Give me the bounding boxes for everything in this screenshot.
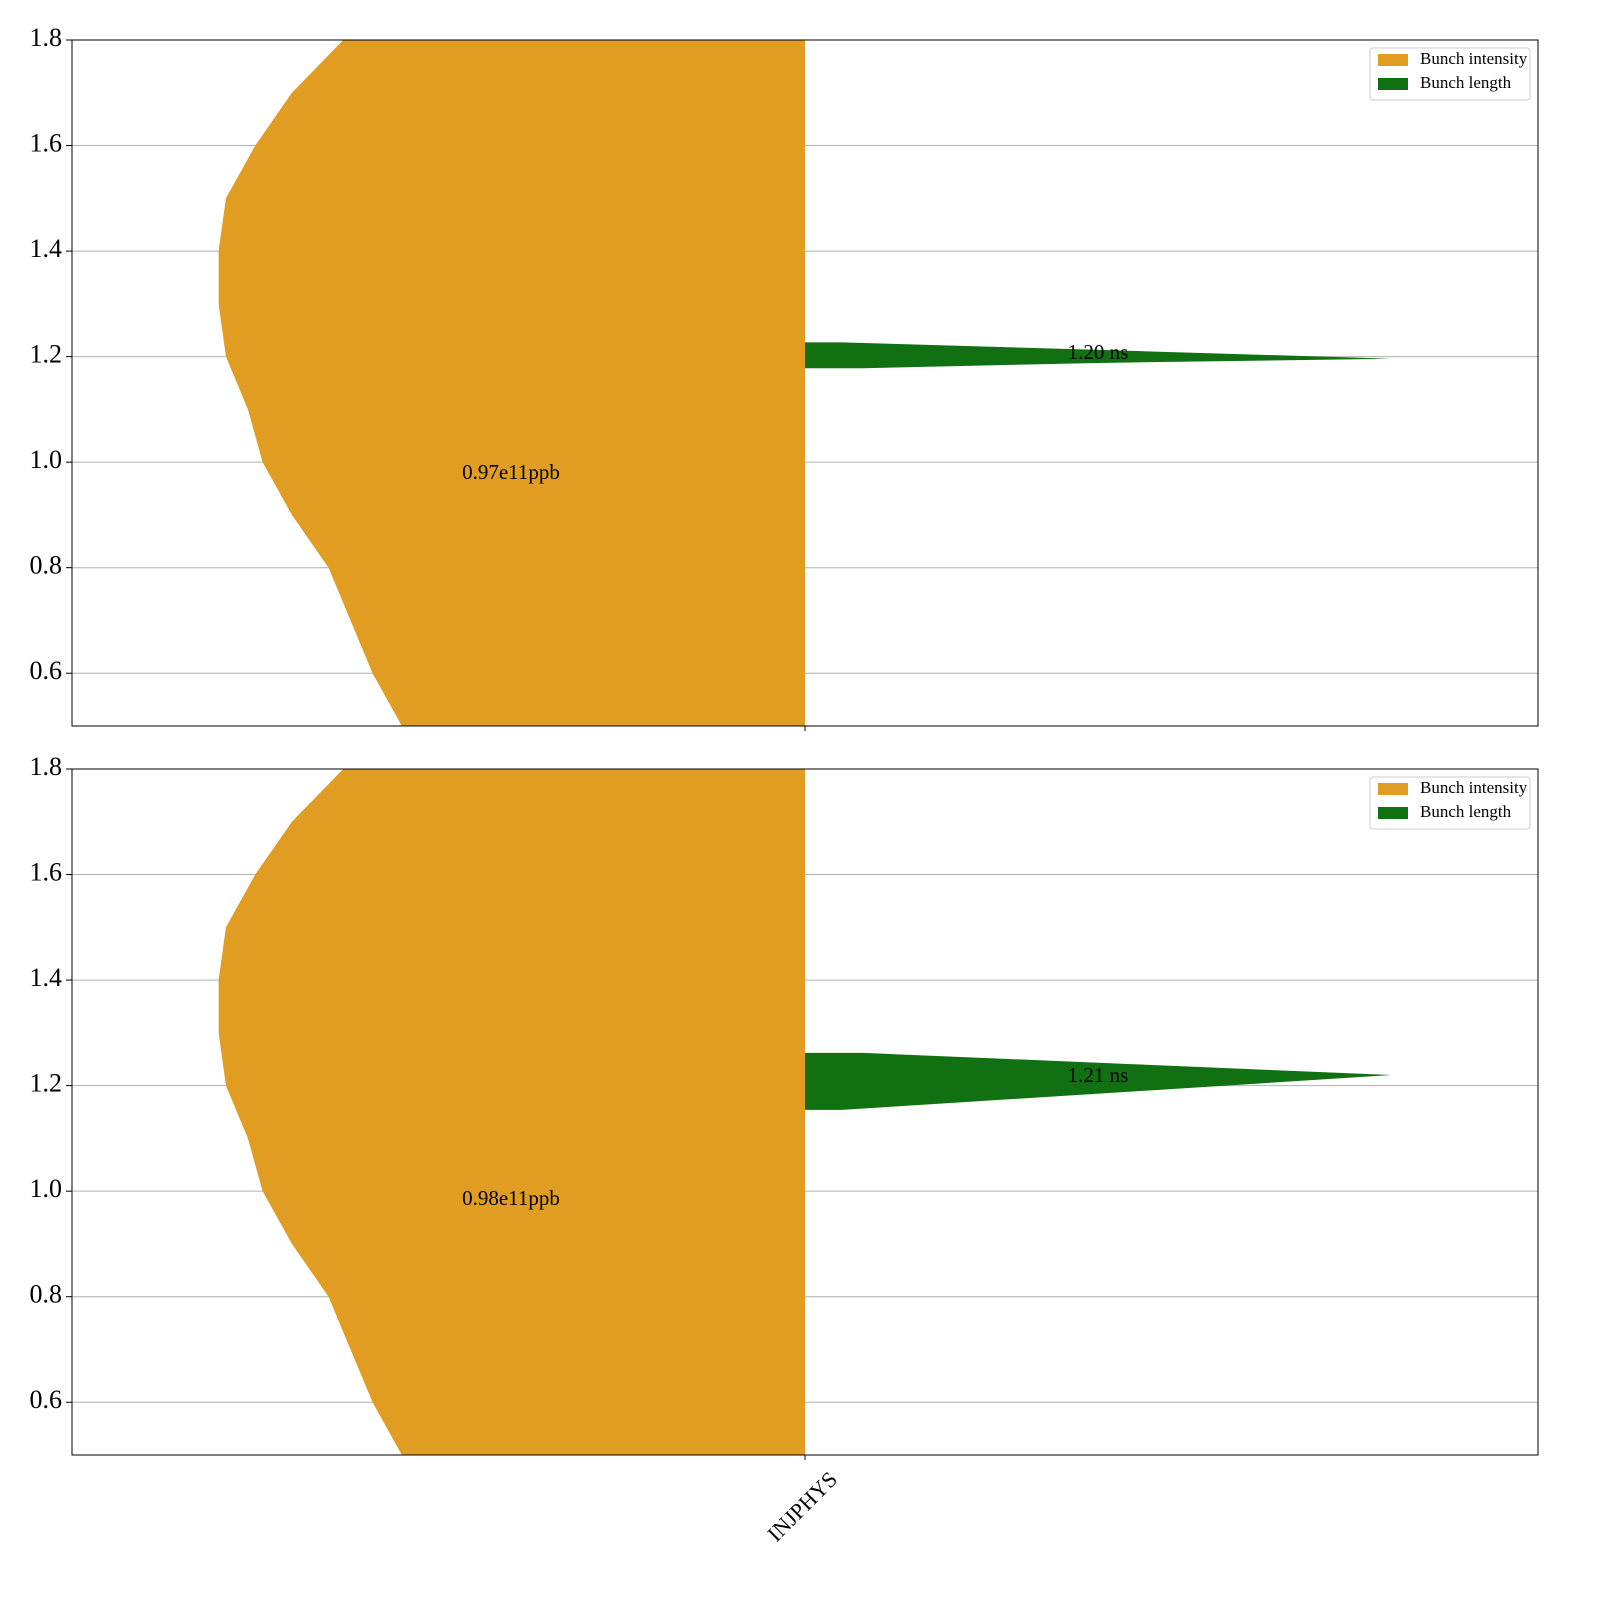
y-tick-label: 1.6 bbox=[30, 858, 63, 887]
legend-label: Bunch length bbox=[1420, 73, 1512, 92]
y-tick-label: 1.8 bbox=[30, 23, 63, 52]
legend-box bbox=[1369, 776, 1531, 830]
violin-half bbox=[805, 342, 1392, 369]
panel: 0.6 0.8 1.0 1.2 1.4 1.6 1.8 INJPHYS 0.98e11ppb 1.… bbox=[30, 752, 1539, 1546]
y-tick-label: 1.2 bbox=[30, 340, 63, 369]
legend-swatch bbox=[1378, 78, 1408, 90]
y-tick-label: 1.8 bbox=[30, 752, 63, 781]
y-tick-label: 1.4 bbox=[30, 963, 63, 992]
annotation: 1.20 ns bbox=[1068, 340, 1129, 364]
legend-swatch bbox=[1378, 807, 1408, 819]
violin-half bbox=[218, 769, 806, 1455]
y-tick-label: 1.2 bbox=[30, 1069, 63, 1098]
y-tick-label: 1.4 bbox=[30, 234, 63, 263]
legend-label: Bunch intensity bbox=[1420, 49, 1528, 68]
legend-label: Bunch length bbox=[1420, 802, 1512, 821]
annotation: 1.21 ns bbox=[1068, 1063, 1129, 1087]
y-tick-label: 0.6 bbox=[30, 656, 63, 685]
panel: 0.6 0.8 1.0 1.2 1.4 1.6 1.8 0.97e11ppb 1.20 ns Bu… bbox=[30, 23, 1539, 731]
y-tick-label: 1.0 bbox=[30, 1174, 63, 1203]
legend-swatch bbox=[1378, 54, 1408, 66]
y-tick-label: 1.6 bbox=[30, 129, 63, 158]
violin-half bbox=[805, 1052, 1392, 1110]
y-tick-label: 1.0 bbox=[30, 445, 63, 474]
annotation: 0.98e11ppb bbox=[462, 1186, 560, 1210]
y-tick-label: 0.6 bbox=[30, 1385, 63, 1414]
y-tick-label: 0.8 bbox=[30, 1280, 63, 1309]
legend-swatch bbox=[1378, 783, 1408, 795]
legend-box bbox=[1369, 47, 1531, 101]
x-tick-label: INJPHYS bbox=[762, 1466, 842, 1546]
violin-half bbox=[218, 40, 806, 726]
legend-label: Bunch intensity bbox=[1420, 778, 1528, 797]
y-tick-label: 0.8 bbox=[30, 551, 63, 580]
annotation: 0.97e11ppb bbox=[462, 460, 560, 484]
